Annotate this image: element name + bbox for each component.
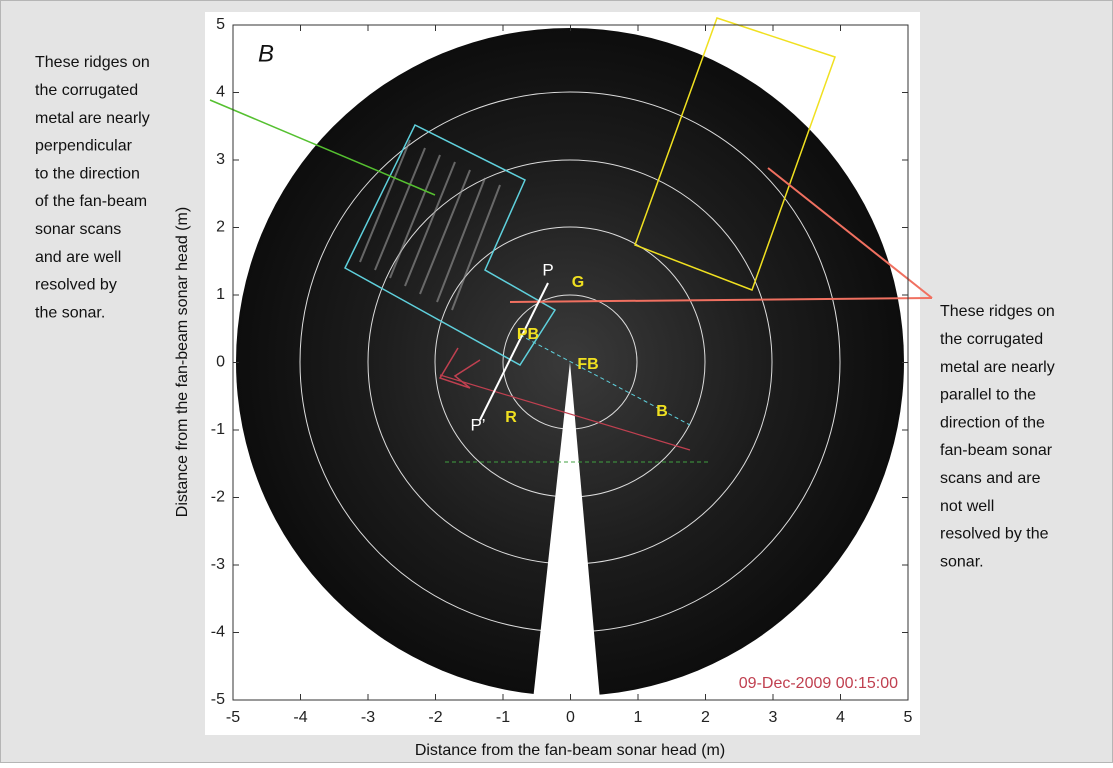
annotation-line: scans and are	[940, 470, 1041, 487]
x-axis-label: Distance from the fan-beam sonar head (m…	[415, 742, 725, 759]
annotation-line: the corrugated	[35, 82, 138, 99]
y-tick-label: -1	[211, 421, 225, 438]
y-tick-label: 5	[216, 16, 225, 33]
annotation-line: and are well	[35, 249, 121, 266]
x-tick-label: 4	[836, 709, 845, 726]
x-tick-label: 5	[904, 709, 913, 726]
y-tick-label: 0	[216, 354, 225, 371]
y-tick-label: -3	[211, 556, 225, 573]
annotation-line: fan-beam sonar	[940, 442, 1053, 459]
x-tick-label: 0	[566, 709, 575, 726]
x-tick-label: -2	[428, 709, 442, 726]
page: {"chart_data": {"type": "sonar-image", "…	[0, 0, 1113, 763]
annotation-line: These ridges on	[35, 54, 150, 71]
profile-label: P’	[470, 415, 485, 434]
annotation-line: resolved by	[35, 277, 117, 294]
y-axis-label: Distance from the fan-beam sonar head (m…	[174, 207, 191, 517]
x-tick-label: 3	[769, 709, 778, 726]
annotation-line: to the direction	[35, 165, 140, 182]
annotation-line: These ridges on	[940, 303, 1055, 320]
x-tick-label: -3	[361, 709, 375, 726]
annotation-line: direction of the	[940, 414, 1045, 431]
point-label: R	[505, 409, 517, 426]
point-label: G	[572, 274, 584, 291]
x-tick-label: -4	[293, 709, 307, 726]
annotation-line: sonar scans	[35, 221, 121, 238]
point-label: PB	[517, 326, 539, 343]
x-tick-label: 2	[701, 709, 710, 726]
y-tick-label: 1	[216, 286, 225, 303]
x-tick-label: -5	[226, 709, 240, 726]
y-tick-label: -2	[211, 489, 225, 506]
profile-label: P	[542, 260, 553, 279]
y-tick-label: -4	[211, 624, 225, 641]
annotation-line: perpendicular	[35, 138, 133, 155]
figure: B 09-Dec-2009 00:15:00 Distance from the…	[0, 0, 1113, 763]
y-tick-label: 2	[216, 219, 225, 236]
y-tick-label: -5	[211, 691, 225, 708]
timestamp: 09-Dec-2009 00:15:00	[739, 675, 898, 692]
annotation-line: the corrugated	[940, 331, 1043, 348]
x-tick-label: 1	[634, 709, 643, 726]
annotation-line: metal are nearly	[35, 110, 150, 127]
x-tick-label: -1	[496, 709, 510, 726]
annotation-line: of the fan-beam	[35, 193, 147, 210]
annotation-line: not well	[940, 498, 994, 515]
panel-label: B	[258, 40, 274, 67]
point-label: FB	[577, 356, 598, 373]
point-label: B	[656, 403, 668, 420]
annotation-line: resolved by the	[940, 526, 1049, 543]
annotation-line: sonar.	[940, 553, 984, 570]
annotation-line: the sonar.	[35, 304, 105, 321]
y-tick-label: 4	[216, 84, 225, 101]
annotation-line: metal are nearly	[940, 359, 1055, 376]
annotation-line: parallel to the	[940, 387, 1036, 404]
y-tick-label: 3	[216, 151, 225, 168]
